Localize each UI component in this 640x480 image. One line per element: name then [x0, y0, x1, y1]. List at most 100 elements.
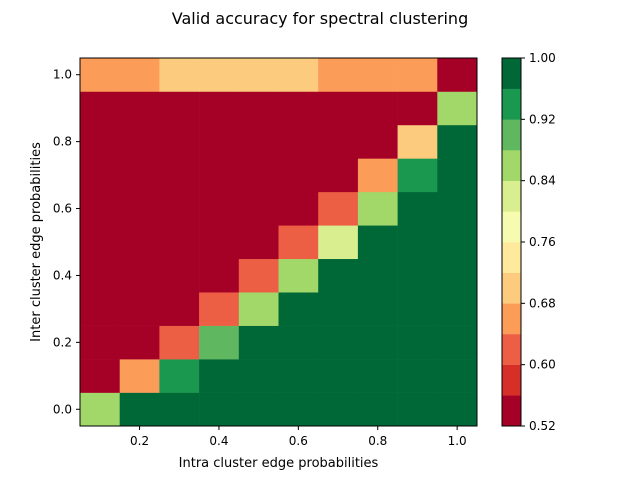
y-tick-label: 1.0 — [53, 68, 72, 82]
heatmap-cell — [238, 58, 279, 92]
x-tick-label: 1.0 — [448, 434, 467, 448]
heatmap-cell — [119, 225, 160, 260]
colorbar-segment — [502, 395, 521, 427]
heatmap-cell — [437, 258, 478, 293]
heatmap-cell — [80, 91, 120, 126]
heatmap-cell — [159, 392, 200, 427]
heatmap-cell — [397, 392, 438, 427]
heatmap-cell — [159, 124, 200, 159]
heatmap-cell — [159, 359, 200, 393]
heatmap-cell — [119, 392, 160, 427]
heatmap-cell — [80, 325, 120, 360]
heatmap-cell — [80, 359, 120, 393]
heatmap-cell — [437, 292, 478, 326]
colorbar-segment — [502, 334, 521, 365]
heatmap-cell — [238, 225, 279, 260]
colorbar-segment — [502, 242, 521, 273]
heatmap-cell — [159, 258, 200, 293]
y-axis-ticks: 0.0 0.2 0.4 0.6 0.8 1.0 — [53, 68, 80, 416]
heatmap-cell — [357, 91, 398, 126]
colorbar-segment — [502, 272, 521, 304]
y-tick-label: 0.8 — [53, 135, 72, 149]
heatmap-cell — [357, 292, 398, 326]
heatmap-cell — [159, 58, 200, 92]
x-tick-label: 0.8 — [368, 434, 387, 448]
heatmap-cell — [397, 325, 438, 360]
colorbar-segment — [502, 180, 521, 212]
heatmap-cell — [437, 158, 478, 193]
y-tick-label: 0.2 — [53, 335, 72, 349]
heatmap-cell — [397, 258, 438, 293]
heatmap-cell — [119, 158, 160, 193]
colorbar-segment — [502, 88, 521, 120]
y-axis-label: Inter cluster edge probabilities — [29, 142, 44, 342]
heatmap-cell — [159, 292, 200, 326]
heatmap-cell — [199, 91, 240, 126]
heatmap-cell — [397, 359, 438, 393]
heatmap-cell — [238, 392, 279, 427]
heatmap-cell — [199, 392, 240, 427]
heatmap-cell — [437, 392, 478, 427]
heatmap-cell — [357, 158, 398, 193]
heatmap-cell — [238, 258, 279, 293]
heatmap-cell — [119, 124, 160, 159]
heatmap-cell — [199, 292, 240, 326]
heatmap-cell — [238, 292, 279, 326]
heatmap-cell — [119, 325, 160, 360]
colorbar-tick-label: 0.92 — [529, 112, 556, 126]
heatmap-cell — [318, 91, 359, 126]
heatmap-cell — [437, 359, 478, 393]
colorbar-tick-label: 0.84 — [529, 174, 556, 188]
heatmap-cell — [159, 158, 200, 193]
y-tick-label: 0.6 — [53, 202, 72, 216]
heatmap-cell — [278, 191, 319, 226]
heatmap-cell — [159, 325, 200, 360]
colorbar-segment — [502, 303, 521, 335]
heatmap-cell — [318, 158, 359, 193]
heatmap-cell — [318, 191, 359, 226]
heatmap-cell — [278, 258, 319, 293]
heatmap-cell — [357, 124, 398, 159]
heatmap-cell — [238, 359, 279, 393]
x-axis-ticks: 0.2 0.4 0.6 0.8 1.0 — [130, 426, 467, 448]
heatmap-cell — [80, 225, 120, 260]
heatmap-cell — [80, 392, 120, 427]
heatmap-cell — [278, 124, 319, 159]
heatmap-cell — [397, 91, 438, 126]
heatmap-cell — [318, 124, 359, 159]
heatmap-cell — [357, 225, 398, 260]
plot-frame — [79, 57, 478, 427]
heatmap-cell — [437, 325, 478, 360]
heatmap-cell — [397, 124, 438, 159]
heatmap-cell — [119, 191, 160, 226]
heatmap-cell — [397, 191, 438, 226]
heatmap-cell — [199, 124, 240, 159]
heatmap-cell — [199, 258, 240, 293]
heatmap-cell — [80, 191, 120, 226]
heatmap-cell — [119, 91, 160, 126]
heatmap-cell — [238, 325, 279, 360]
heatmap-cell — [278, 91, 319, 126]
x-tick-label: 0.4 — [209, 434, 228, 448]
y-tick-label: 0.0 — [53, 402, 72, 416]
x-axis-label: Intra cluster edge probabilities — [179, 456, 379, 471]
heatmap-cell — [357, 191, 398, 226]
heatmap-cell — [119, 292, 160, 326]
heatmap-cell — [199, 359, 240, 393]
heatmap-cell — [437, 225, 478, 260]
heatmap-cell — [119, 359, 160, 393]
heatmap-cell — [278, 325, 319, 360]
heatmap-cell — [80, 292, 120, 326]
colorbar-segment — [502, 119, 521, 151]
heatmap-cell — [278, 359, 319, 393]
heatmap-cell — [318, 292, 359, 326]
heatmap-cell — [159, 91, 200, 126]
heatmap-cell — [357, 392, 398, 427]
heatmap-cell — [357, 325, 398, 360]
colorbar-tick-label: 0.76 — [529, 235, 556, 249]
colorbar-tick-label: 0.52 — [529, 419, 556, 433]
heatmap-cell — [318, 258, 359, 293]
colorbar-tick-label: 1.00 — [529, 51, 556, 65]
x-tick-label: 0.6 — [289, 434, 308, 448]
heatmap-cell — [80, 124, 120, 159]
